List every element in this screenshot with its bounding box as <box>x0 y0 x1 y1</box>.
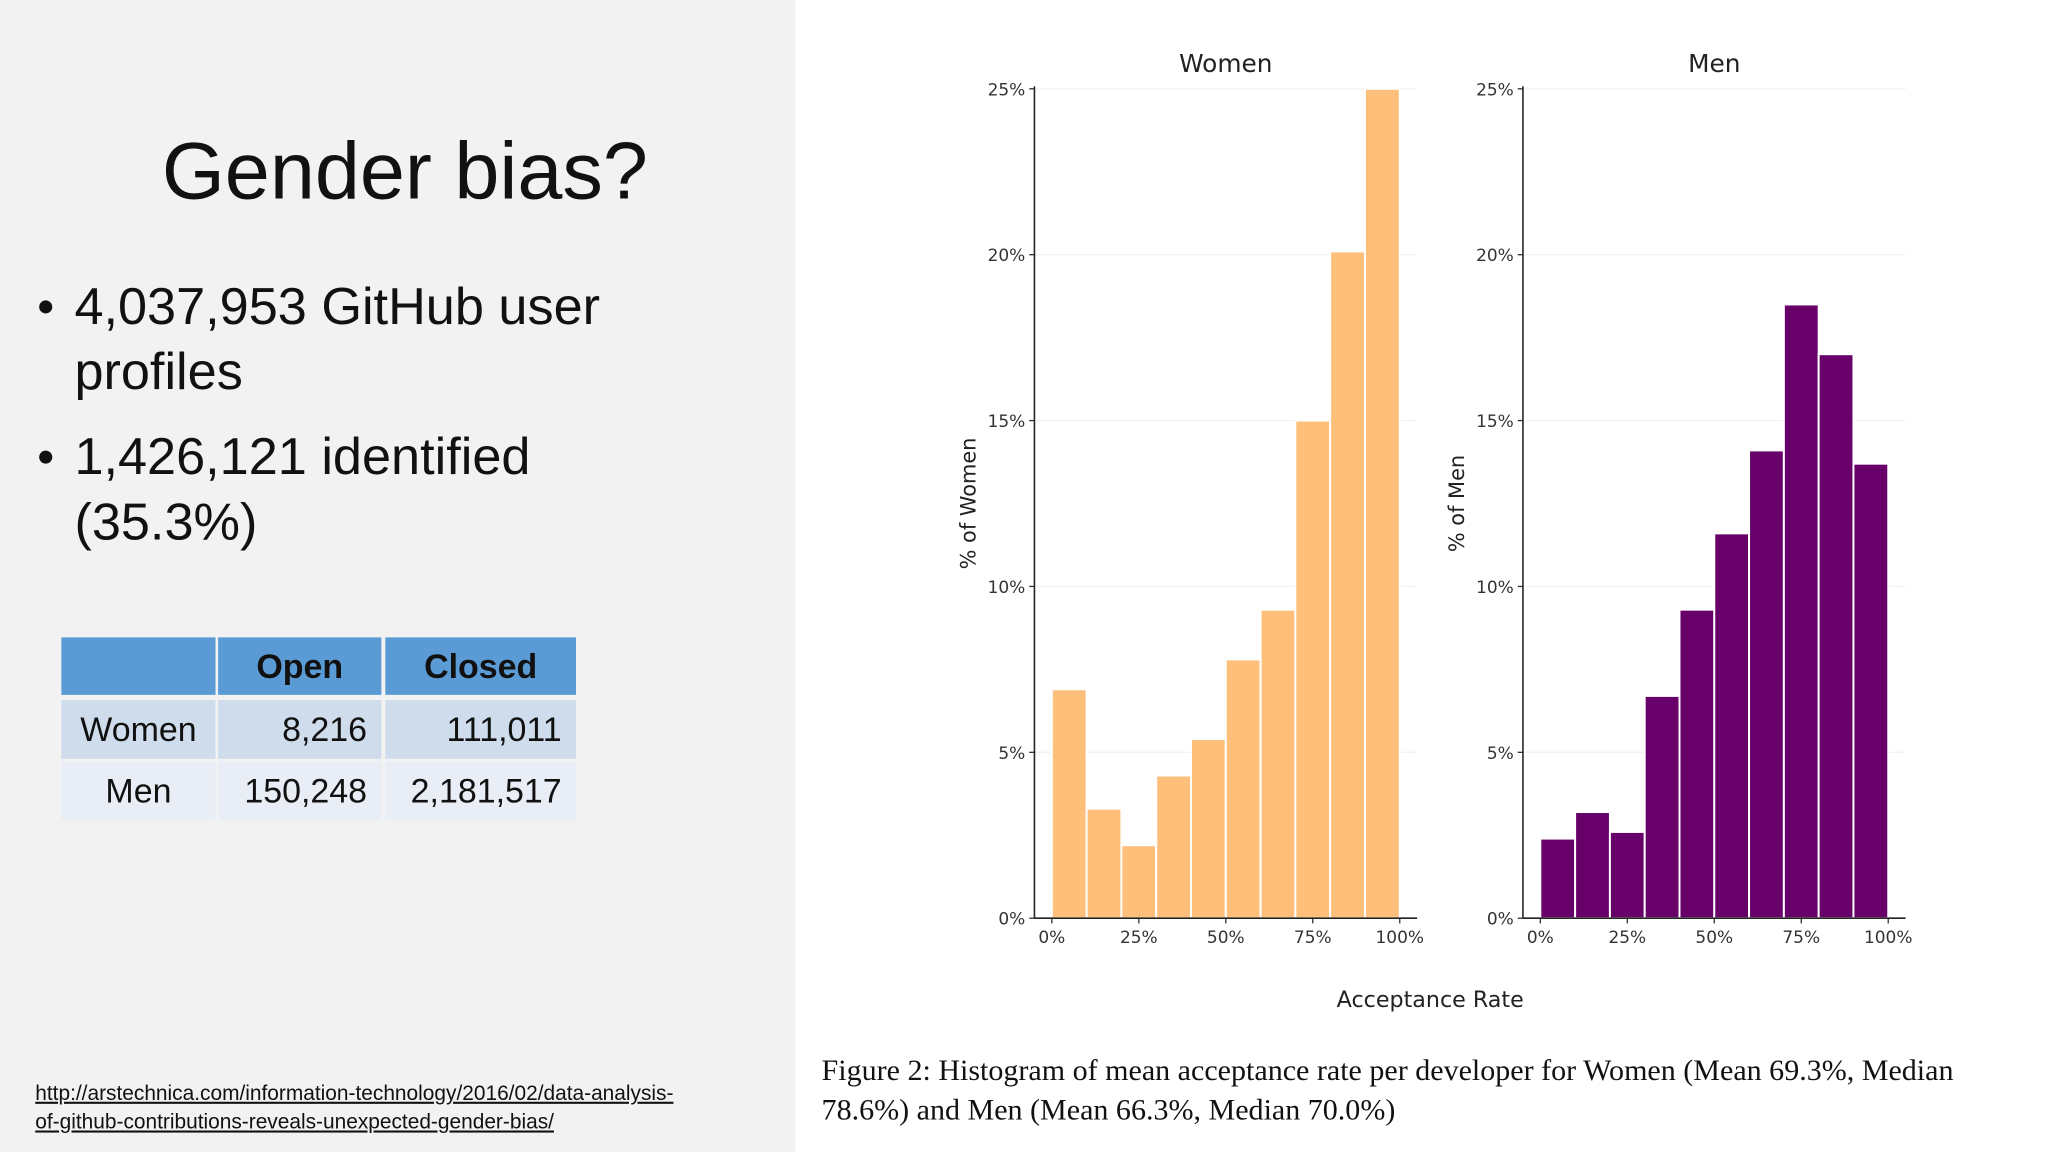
table-cell <box>61 700 216 759</box>
x-tick-label: 0% <box>1527 928 1554 948</box>
y-tick-label: 25% <box>1476 80 1514 100</box>
bar <box>1224 658 1262 920</box>
link[interactable]: http://arstechnica.com/information-techn… <box>35 1082 673 1134</box>
table-text: 111,011 <box>447 711 562 749</box>
bullet-text: 4,037,953 GitHub user <box>74 278 600 336</box>
y-tick-label: 25% <box>988 80 1026 100</box>
x-tick-label: 100% <box>1375 928 1424 948</box>
left-panel <box>0 0 796 1152</box>
charts: 0% 5% 10% 15% 20% 25% 0% 25% 50% 75% 100% Women % of… <box>957 49 1913 948</box>
table-cell <box>385 700 576 759</box>
table-text: Women <box>80 711 196 749</box>
table-cell <box>218 700 382 759</box>
bar <box>1748 449 1785 920</box>
y-tick-label: 10% <box>988 578 1026 598</box>
y-axis-label: % of Men <box>1445 455 1469 552</box>
y-tick-label: 15% <box>1476 412 1514 432</box>
y-tick-label: 20% <box>988 246 1026 266</box>
x-tick-label: 50% <box>1207 928 1245 948</box>
x-tick-label: 50% <box>1695 928 1733 948</box>
bar <box>1817 353 1855 920</box>
y-tick-label: 5% <box>1487 744 1514 764</box>
caption-line: 78.6%) and Men (Mean 66.3%, Median 70.0%… <box>822 1093 1396 1126</box>
bar <box>1782 303 1820 920</box>
bar <box>1608 830 1646 920</box>
link-text[interactable]: of-github-contributions-reveals-unexpect… <box>35 1110 554 1133</box>
bar <box>1643 694 1681 920</box>
bar <box>1190 738 1227 920</box>
table-cell <box>61 637 216 695</box>
bullets: 4,037,953 GitHub user profiles 1,426,121 i… <box>39 278 600 551</box>
bullet-dot <box>39 450 53 464</box>
bar <box>1852 462 1890 920</box>
bar <box>1259 608 1297 920</box>
y-tick-label: 10% <box>1476 578 1514 598</box>
x-tick-label: 25% <box>1120 928 1158 948</box>
bar <box>1120 844 1158 920</box>
bullet-text: profiles <box>74 343 242 401</box>
table: Open Closed Women 8,216 111,011 Men 150,248 2,1… <box>61 637 576 821</box>
y-axis-label: % of Women <box>957 438 981 570</box>
slide-title: Gender bias? <box>162 127 648 217</box>
bar <box>1155 774 1192 920</box>
bullet-text: (35.3%) <box>74 493 257 551</box>
table-cell <box>385 637 576 695</box>
x-tick-label: 0% <box>1038 928 1065 948</box>
bullet-dot <box>39 300 53 314</box>
x-tick-label: 75% <box>1294 928 1332 948</box>
table-cell <box>218 637 382 695</box>
caption: Figure 2: Histogram of mean acceptance r… <box>822 1054 1954 1126</box>
bullet-text: 1,426,121 identified <box>74 428 530 486</box>
table-text: 8,216 <box>282 711 367 749</box>
bar <box>1050 688 1088 920</box>
table-cell <box>385 761 576 821</box>
bar <box>1574 811 1611 920</box>
link-text[interactable]: http://arstechnica.com/information-techn… <box>35 1082 673 1105</box>
table-text: 2,181,517 <box>411 773 562 811</box>
bar <box>1713 532 1751 920</box>
bar <box>1294 419 1332 920</box>
table-header: Closed <box>424 648 537 686</box>
bar <box>1085 807 1123 920</box>
y-tick-label: 15% <box>988 412 1026 432</box>
y-tick-label: 5% <box>998 744 1025 764</box>
table-text: 150,248 <box>244 773 367 811</box>
x-tick-label: 100% <box>1864 928 1913 948</box>
x-tick-label: 25% <box>1608 928 1646 948</box>
bar <box>1539 837 1577 920</box>
table-cell <box>61 761 216 821</box>
y-tick-label: 0% <box>998 910 1025 930</box>
caption-line: Figure 2: Histogram of mean acceptance r… <box>822 1054 1954 1087</box>
x-axis-label: Acceptance Rate <box>1337 987 1524 1013</box>
bar <box>1363 87 1401 920</box>
table-cell <box>218 761 382 821</box>
chart-title: Women <box>1179 49 1272 78</box>
x-tick-label: 75% <box>1782 928 1820 948</box>
table-text: Men <box>105 773 171 811</box>
y-tick-label: 20% <box>1476 246 1514 266</box>
table-header: Open <box>256 648 343 686</box>
chart-title: Men <box>1688 49 1740 78</box>
bar <box>1329 250 1366 920</box>
bar <box>1678 608 1716 920</box>
y-tick-label: 0% <box>1487 910 1514 930</box>
